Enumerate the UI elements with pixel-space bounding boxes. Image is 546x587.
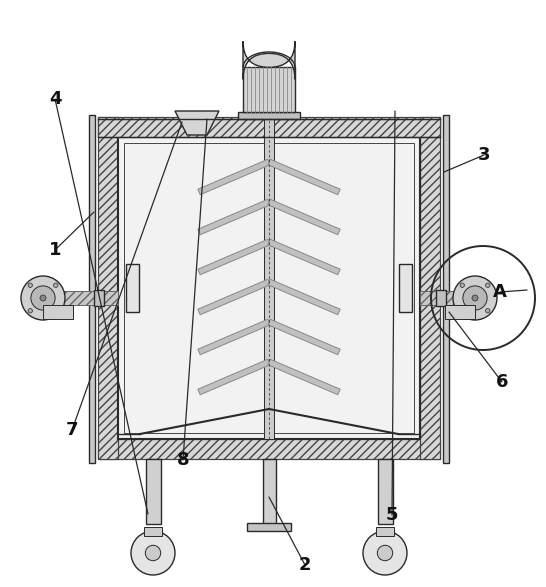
Circle shape — [21, 276, 65, 320]
Circle shape — [485, 309, 490, 313]
Circle shape — [28, 283, 32, 288]
Bar — [98, 119, 440, 137]
Circle shape — [460, 283, 465, 288]
Bar — [144, 527, 162, 536]
Circle shape — [145, 545, 161, 561]
Polygon shape — [268, 319, 340, 355]
Bar — [263, 459, 276, 524]
Bar — [399, 264, 412, 312]
Circle shape — [463, 286, 487, 310]
Text: 5: 5 — [386, 506, 398, 524]
Polygon shape — [198, 279, 270, 315]
Text: A: A — [493, 283, 507, 301]
Bar — [420, 117, 440, 459]
Bar — [420, 117, 440, 459]
Bar — [146, 459, 161, 524]
Bar — [376, 527, 394, 536]
Bar — [98, 117, 118, 459]
Polygon shape — [198, 319, 270, 355]
Circle shape — [54, 283, 58, 288]
Bar — [89, 115, 95, 463]
Bar — [124, 143, 414, 433]
Polygon shape — [198, 359, 270, 394]
Bar — [247, 523, 291, 531]
Bar — [43, 305, 73, 319]
Bar — [98, 439, 440, 459]
Bar — [98, 117, 440, 137]
Circle shape — [485, 283, 490, 288]
Bar — [94, 290, 104, 306]
Text: 3: 3 — [478, 146, 490, 164]
Text: 1: 1 — [49, 241, 61, 259]
Circle shape — [377, 545, 393, 561]
Bar — [264, 119, 274, 439]
Bar — [443, 115, 449, 463]
FancyBboxPatch shape — [243, 41, 295, 79]
Text: 2: 2 — [299, 556, 311, 574]
Polygon shape — [175, 111, 219, 135]
Circle shape — [28, 309, 32, 313]
Polygon shape — [198, 239, 270, 275]
Bar — [126, 264, 139, 312]
Text: 7: 7 — [66, 421, 78, 439]
Polygon shape — [268, 359, 340, 394]
Bar — [98, 439, 440, 459]
Polygon shape — [268, 239, 340, 275]
Text: 6: 6 — [496, 373, 508, 391]
Bar — [420, 291, 475, 305]
Circle shape — [40, 295, 46, 301]
Circle shape — [363, 531, 407, 575]
Bar — [445, 305, 475, 319]
Polygon shape — [198, 199, 270, 235]
Circle shape — [131, 531, 175, 575]
Bar — [98, 119, 440, 137]
Circle shape — [31, 286, 55, 310]
Bar — [98, 117, 118, 459]
Bar — [118, 137, 420, 439]
Bar — [378, 459, 393, 524]
Polygon shape — [268, 279, 340, 315]
Text: 4: 4 — [49, 90, 61, 108]
Bar — [436, 290, 446, 306]
Bar — [238, 112, 300, 119]
Bar — [43, 291, 118, 305]
Bar — [420, 291, 475, 305]
Circle shape — [54, 309, 58, 313]
Bar — [98, 117, 440, 137]
Text: 8: 8 — [177, 451, 189, 469]
Polygon shape — [198, 159, 270, 195]
Polygon shape — [268, 159, 340, 195]
Polygon shape — [268, 199, 340, 235]
Bar — [43, 291, 118, 305]
Circle shape — [460, 309, 465, 313]
Bar — [243, 68, 295, 112]
Circle shape — [453, 276, 497, 320]
Circle shape — [472, 295, 478, 301]
